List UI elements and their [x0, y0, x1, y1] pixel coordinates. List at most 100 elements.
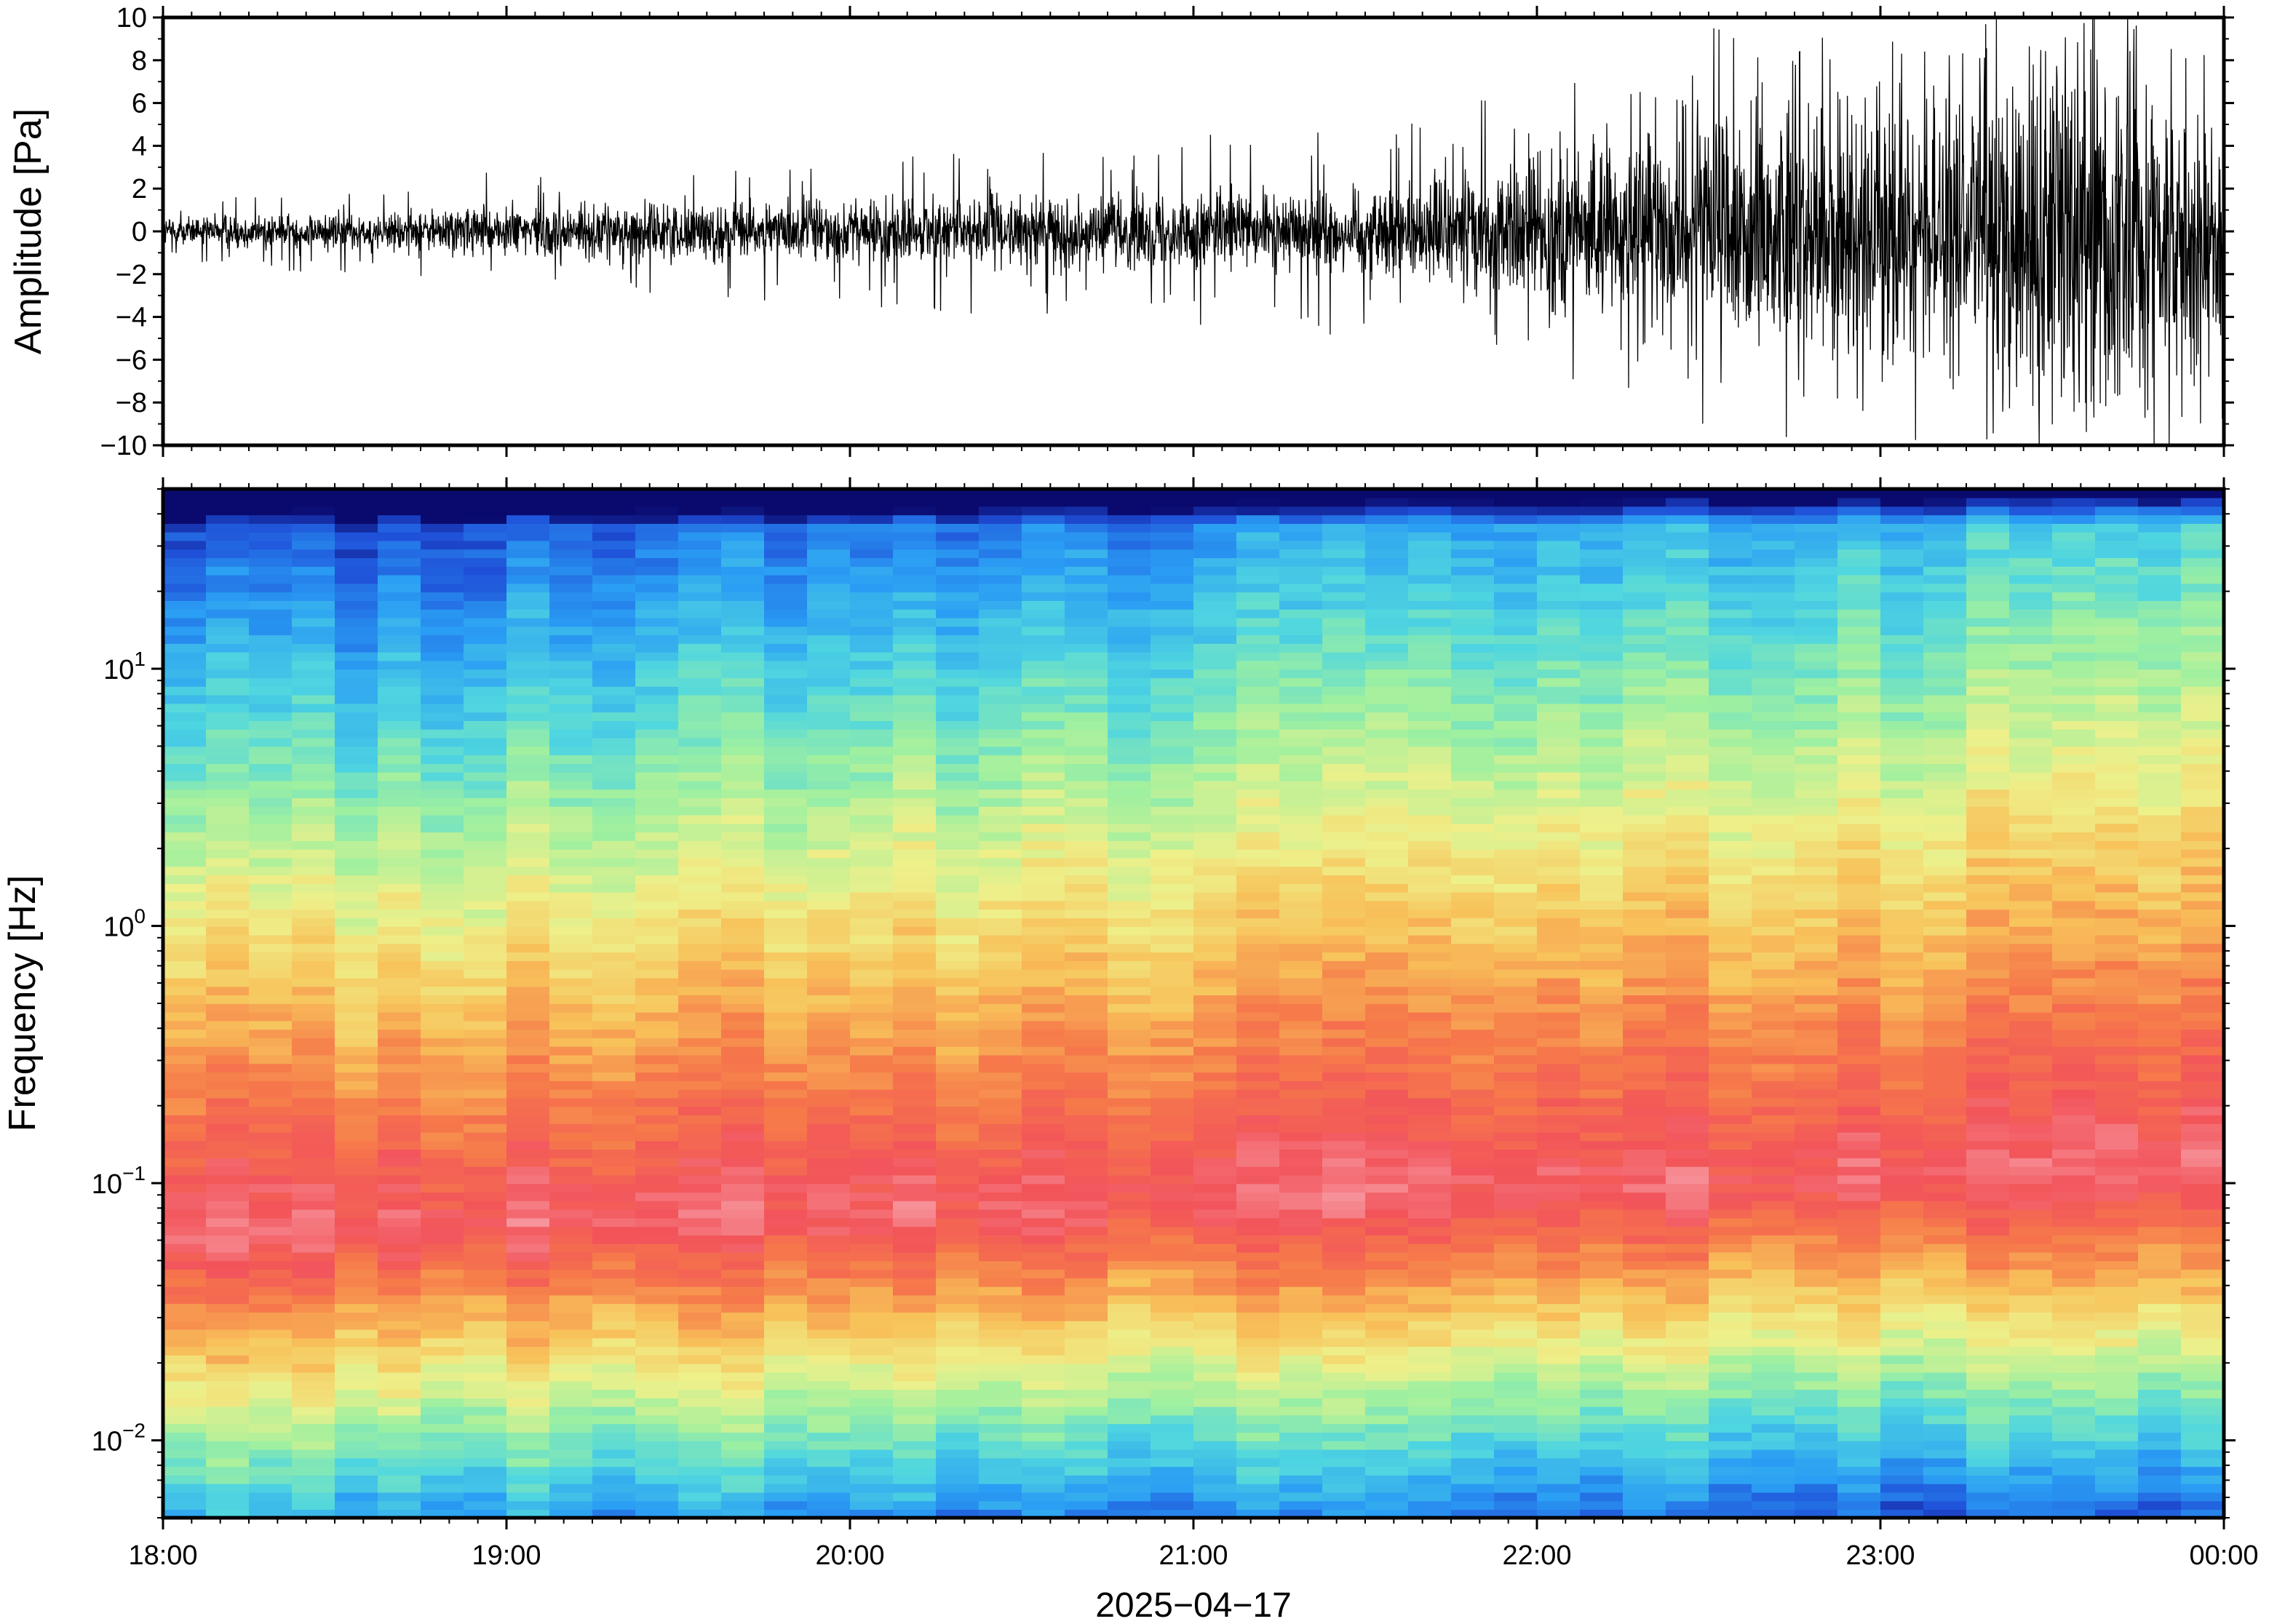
spectrogram-cell — [1151, 1063, 1194, 1073]
spectrogram-cell — [206, 1355, 250, 1364]
spectrogram-cell — [421, 823, 464, 833]
spectrogram-cell — [1752, 1346, 1795, 1356]
spectrogram-cell — [421, 780, 464, 790]
spectrogram-cell — [163, 728, 207, 739]
spectrogram-cell — [1837, 1363, 1881, 1373]
spectrogram-cell — [721, 1011, 765, 1022]
spectrogram-cell — [1065, 866, 1108, 876]
spectrogram-cell — [506, 918, 550, 927]
spectrogram-cell — [1279, 968, 1323, 979]
spectrogram-cell — [1752, 832, 1795, 841]
spectrogram-cell — [721, 514, 765, 524]
spectrogram-cell — [1752, 1209, 1795, 1219]
spectrogram-cell — [163, 497, 207, 507]
spectrogram-cell — [721, 1500, 765, 1510]
spectrogram-cell — [1193, 557, 1237, 567]
spectrogram-cell — [764, 918, 808, 927]
spectrogram-cell — [1494, 549, 1538, 559]
spectrogram-cell — [635, 1500, 679, 1510]
spectrogram-cell — [1151, 514, 1194, 524]
spectrogram-cell — [1709, 1398, 1752, 1407]
spectrogram-cell — [1022, 1097, 1065, 1107]
spectrogram-cell — [936, 728, 979, 739]
spectrogram-cell — [1279, 1329, 1323, 1339]
spectrogram-cell — [1022, 1389, 1065, 1398]
spectrogram-cell — [635, 1115, 679, 1124]
spectrogram-cell — [1795, 1140, 1838, 1150]
spectrogram-cell — [678, 1217, 722, 1227]
spectrogram-cell — [378, 934, 421, 944]
spectrogram-cell — [936, 677, 979, 687]
spectrogram-cell — [292, 583, 335, 593]
spectrogram-cell — [1623, 1046, 1666, 1056]
spectrogram-cell — [979, 1260, 1022, 1270]
spectrogram-cell — [979, 1475, 1022, 1484]
spectrogram-cell — [1193, 875, 1237, 884]
spectrogram-cell — [979, 995, 1022, 1004]
spectrogram-cell — [1837, 866, 1881, 876]
spectrogram-cell — [635, 1140, 679, 1150]
spectrogram-cell — [1666, 968, 1709, 979]
spectrogram-cell — [506, 1183, 550, 1193]
spectrogram-cell — [292, 1457, 335, 1468]
spectrogram-cell — [1451, 600, 1495, 610]
spectrogram-cell — [335, 1466, 378, 1476]
spectrogram-cell — [549, 531, 593, 541]
spectrogram-cell — [721, 1217, 765, 1227]
spectrogram-cell — [1451, 1269, 1495, 1278]
spectrogram-cell — [506, 1174, 550, 1185]
spectrogram-cell — [1151, 489, 1194, 498]
spectrogram-cell — [163, 1286, 207, 1296]
spectrogram-cell — [1193, 1286, 1237, 1296]
spectrogram-cell — [1451, 1286, 1495, 1296]
spectrogram-cell — [1279, 1475, 1323, 1484]
spectrogram-cell — [635, 489, 679, 498]
spectrogram-cell — [1236, 900, 1280, 910]
spectrogram-cell — [1408, 1226, 1452, 1235]
spectrogram-cell — [549, 926, 593, 936]
spectrogram-cell — [1193, 1432, 1237, 1441]
spectrogram-cell — [1666, 1312, 1709, 1321]
spectrogram-cell — [206, 986, 250, 995]
spectrogram-cell — [592, 583, 636, 593]
spectrogram-cell — [1193, 746, 1237, 756]
spectrogram-cell — [1580, 977, 1624, 987]
spectrogram-cell — [249, 720, 293, 730]
spectrogram-cell — [936, 789, 979, 798]
spectrogram-cell — [506, 1398, 550, 1407]
spectrogram-cell — [506, 1355, 550, 1364]
spectrogram-cell — [1580, 840, 1624, 850]
spectrogram-cell — [721, 814, 765, 824]
spectrogram-cell — [936, 1080, 979, 1090]
spectrogram-cell — [1451, 1432, 1495, 1441]
spectrogram-cell — [506, 763, 550, 773]
spectrogram-cell — [1580, 1483, 1624, 1493]
spectrogram-cell — [1623, 1243, 1666, 1253]
spectrogram-cell — [1537, 609, 1581, 618]
spectrogram-cell — [807, 1449, 851, 1459]
spectrogram-cell — [1666, 557, 1709, 567]
spectrogram-cell — [1365, 1269, 1409, 1278]
spectrogram-cell — [163, 797, 207, 807]
spectrogram-cell — [1451, 1509, 1495, 1518]
spectrogram-cell — [1709, 497, 1752, 507]
spectrogram-cell — [1151, 1115, 1194, 1124]
spectrogram-cell — [1022, 1441, 1065, 1450]
spectrogram-cell — [721, 1509, 765, 1518]
spectrogram-cell — [1709, 1020, 1752, 1030]
spectrogram-cell — [592, 686, 636, 696]
spectrogram-cell — [893, 1209, 937, 1219]
spectrogram-cell — [1623, 763, 1666, 773]
spectrogram-cell — [1408, 506, 1452, 516]
spectrogram-cell — [1752, 771, 1795, 781]
spectrogram-cell — [1623, 1063, 1666, 1073]
spectrogram-cell — [1065, 926, 1108, 936]
spectrogram-cell — [1193, 986, 1237, 995]
spectrogram-cell — [592, 1423, 636, 1433]
spectrogram-cell — [678, 669, 722, 679]
spectrogram-cell — [1022, 960, 1065, 970]
spectrogram-cell — [936, 1029, 979, 1038]
spectrogram-cell — [979, 1286, 1022, 1296]
spectrogram-cell — [1451, 797, 1495, 807]
spectrogram-cell — [1108, 523, 1151, 533]
